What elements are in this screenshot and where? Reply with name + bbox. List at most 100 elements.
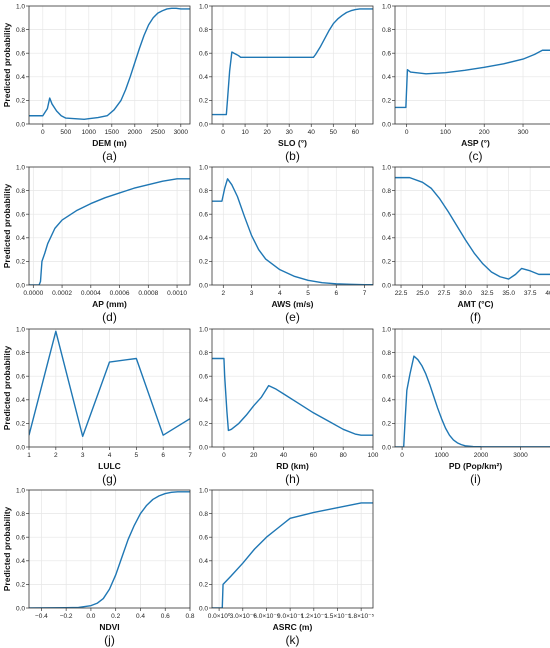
panel-letter: (c) (469, 149, 483, 163)
y-tick-label: 0.2 (382, 421, 391, 428)
y-tick-label: 0.8 (16, 511, 25, 518)
x-tick-label: 30 (286, 129, 294, 136)
y-tick-label: 0.0 (199, 282, 208, 289)
y-tick-label: 0.0 (199, 121, 208, 128)
y-tick-label: 0.4 (16, 558, 25, 565)
y-tick-label: 0.0 (16, 605, 25, 612)
x-tick-label: 0.0004 (81, 290, 101, 297)
x-tick-label: 500 (60, 129, 71, 136)
series-line (29, 491, 190, 608)
x-tick-label: 9.0×10⁻⁶ (277, 613, 303, 620)
y-tick-label: 0.2 (199, 259, 208, 266)
y-tick-label: 1.0 (16, 487, 25, 494)
panel-letter: (h) (285, 472, 300, 486)
y-axis-label: Predicted probability (2, 506, 12, 591)
panel-b: 0 10 20 30 40 50 60 0.0 0.2 0.4 0.6 0.8 1.0 SLO (°)(b… (199, 3, 374, 163)
y-tick-label: 1.0 (199, 487, 208, 494)
x-tick-label: −0.4 (35, 613, 48, 620)
y-tick-label: 0.4 (16, 74, 25, 81)
y-tick-label: 0.0 (16, 444, 25, 451)
panel-letter: (k) (286, 633, 300, 647)
x-tick-label: 100 (440, 129, 451, 136)
y-tick-label: 1.0 (16, 164, 25, 171)
axes-frame (28, 5, 191, 125)
series-line (395, 176, 550, 280)
y-tick-label: 0.2 (16, 421, 25, 428)
x-tick-label: 2 (54, 452, 58, 459)
series-line (29, 7, 190, 120)
y-tick-label: 0.4 (382, 235, 391, 242)
panel-k: 0.0×10⁰ 3.0×10⁻⁶6.0×10⁻⁶9.0×10⁻⁶1.2×10⁻⁵1… (199, 487, 375, 647)
axes-frame (28, 166, 191, 286)
y-axis-label: Predicted probability (2, 183, 12, 268)
x-axis-label: SLO (°) (278, 138, 307, 148)
y-tick-label: 0.6 (16, 535, 25, 542)
x-tick-label: 1000 (434, 452, 449, 459)
x-tick-label: −0.2 (60, 613, 73, 620)
y-tick-label: 0.2 (382, 98, 391, 105)
x-tick-label: 4 (278, 290, 282, 297)
y-tick-label: 0.6 (16, 51, 25, 58)
axes-frame (211, 328, 374, 448)
y-tick-label: 0.4 (16, 397, 25, 404)
y-tick-label: 0.8 (382, 350, 391, 357)
panel-letter: (j) (104, 633, 115, 647)
x-tick-label: 0 (221, 129, 225, 136)
panel-letter: (i) (470, 472, 481, 486)
x-tick-label: 0.0010 (167, 290, 187, 297)
x-tick-label: 0.2 (111, 613, 120, 620)
x-tick-label: 1.2×10⁻⁵ (301, 613, 327, 620)
y-axis-label: Predicted probability (2, 22, 12, 107)
x-tick-label: 1000 (82, 129, 97, 136)
x-tick-label: 1500 (105, 129, 120, 136)
y-tick-label: 1.0 (16, 326, 25, 333)
y-tick-label: 0.0 (16, 121, 25, 128)
x-tick-label: 0.8 (185, 613, 194, 620)
series-line (395, 355, 550, 447)
y-tick-label: 0.6 (199, 374, 208, 381)
y-tick-label: 0.8 (199, 511, 208, 518)
x-tick-label: 5 (306, 290, 310, 297)
axes-frame (394, 328, 550, 448)
x-axis-label: PD (Pop/km²) (449, 461, 503, 471)
y-tick-label: 0.0 (382, 444, 391, 451)
panel-letter: (d) (102, 310, 117, 324)
x-tick-label: 0.0×10⁰ (208, 612, 231, 620)
y-tick-label: 0.2 (16, 259, 25, 266)
y-tick-label: 0.0 (199, 605, 208, 612)
x-tick-label: 0.0002 (52, 290, 72, 297)
y-tick-label: 1.0 (382, 326, 391, 333)
x-tick-label: 7 (188, 452, 192, 459)
panel-letter: (g) (102, 472, 117, 486)
series-line (212, 502, 373, 608)
y-tick-label: 1.0 (16, 3, 25, 10)
axes-frame (211, 489, 374, 609)
panel-letter: (f) (470, 310, 481, 324)
x-tick-label: 3000 (174, 129, 189, 136)
panel-i: 0 1000 2000 3000 0.0 0.2 0.4 0.6 0.8 1.0 PD (Pop/k… (382, 326, 550, 486)
x-tick-label: 2000 (474, 452, 489, 459)
x-tick-label: 3.0×10⁻⁶ (230, 613, 256, 620)
y-tick-label: 0.6 (382, 212, 391, 219)
x-tick-label: 0.0000 (23, 290, 43, 297)
x-tick-label: 32.5 (481, 290, 494, 297)
x-tick-label: 4 (108, 452, 112, 459)
panel-letter: (e) (285, 310, 300, 324)
x-tick-label: 5 (135, 452, 139, 459)
x-tick-label: 100 (368, 452, 379, 459)
y-tick-label: 0.2 (16, 582, 25, 589)
series-line (212, 357, 373, 436)
y-tick-label: 0.6 (16, 374, 25, 381)
x-tick-label: 30.0 (459, 290, 472, 297)
y-tick-label: 0.4 (199, 558, 208, 565)
y-tick-label: 0.4 (199, 235, 208, 242)
x-axis-label: AWS (m/s) (271, 299, 313, 309)
panel-f: 22.5 25.0 27.5 30.0 32.5 35.0 37.5 40.0 0.0 0.2 0.… (382, 164, 550, 324)
x-tick-label: 2 (221, 290, 225, 297)
x-tick-label: 2000 (128, 129, 143, 136)
axes-frame (394, 5, 550, 125)
series-line (395, 49, 550, 109)
y-tick-label: 0.0 (16, 282, 25, 289)
panel-letter: (a) (102, 149, 117, 163)
panel-e: 2 3 4 5 6 7 0.0 0.2 0.4 0.6 0.8 1.0 AWS (m/s)(e) (199, 164, 374, 324)
